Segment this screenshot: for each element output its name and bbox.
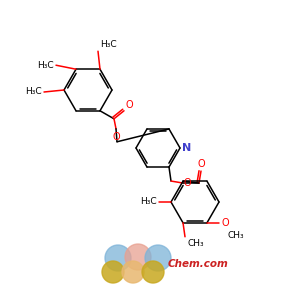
- Text: O: O: [197, 159, 205, 169]
- Text: O: O: [184, 178, 192, 188]
- Text: H₃C: H₃C: [140, 197, 157, 206]
- Text: CH₃: CH₃: [187, 239, 204, 248]
- Circle shape: [125, 244, 151, 270]
- Text: CH₃: CH₃: [227, 231, 244, 240]
- Text: H₃C: H₃C: [38, 61, 54, 70]
- Text: O: O: [125, 100, 133, 110]
- Text: O: O: [112, 132, 120, 142]
- Text: N: N: [182, 143, 191, 153]
- Text: H₃C: H₃C: [100, 40, 117, 49]
- Circle shape: [105, 245, 131, 271]
- Circle shape: [145, 245, 171, 271]
- Text: Chem.com: Chem.com: [168, 259, 229, 269]
- Text: H₃C: H₃C: [26, 88, 42, 97]
- Circle shape: [122, 261, 144, 283]
- Circle shape: [102, 261, 124, 283]
- Text: O: O: [221, 218, 229, 228]
- Circle shape: [142, 261, 164, 283]
